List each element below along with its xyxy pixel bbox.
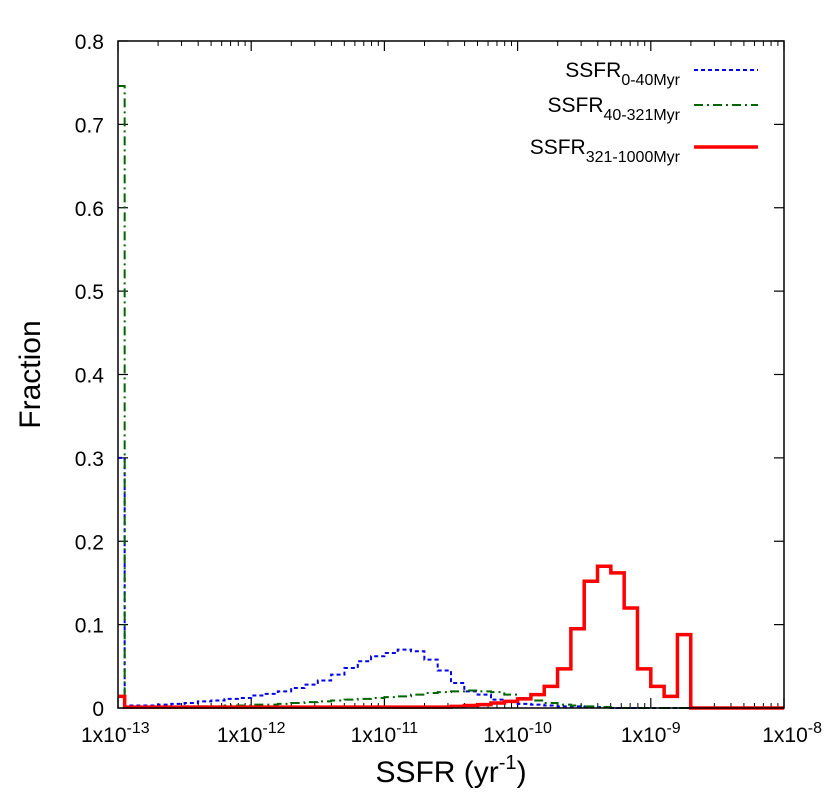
- x-tick-label-base: 1x10: [483, 724, 529, 747]
- legend-name: SSFR: [530, 136, 586, 159]
- y-tick-label: 0.7: [75, 114, 104, 137]
- x-tick-label-base: 1x10: [351, 724, 397, 747]
- y-tick-label: 0.1: [75, 615, 104, 638]
- y-tick-label: 0: [92, 698, 104, 721]
- x-tick-label: 1x10-10: [483, 720, 552, 747]
- x-tick-label-exp: -10: [529, 720, 552, 737]
- plot-frame: [117, 40, 785, 709]
- y-tick-label: 0.5: [75, 281, 104, 304]
- x-tick-label: 1x10-8: [762, 720, 822, 747]
- x-tick-label-exp: -13: [127, 720, 150, 737]
- x-tick-label-exp: -12: [262, 720, 285, 737]
- y-tick-labels: 0 0.1 0.2 0.3 0.4 0.5 0.6 0.7 0.8: [75, 31, 105, 721]
- legend-subscript: 321-1000Myr: [586, 149, 681, 166]
- ssfr-0-40-series-line: [118, 456, 784, 709]
- x-tick-label: 1x10-9: [621, 720, 681, 747]
- x-tick-labels: 1x10-13 1x10-12 1x10-11 1x10-10 1x10-9 1x10-8: [81, 720, 822, 747]
- x-tick-label: 1x10-12: [217, 720, 286, 747]
- x-tick-label: 1x10-13: [81, 720, 150, 747]
- y-tick-label: 0.2: [75, 531, 104, 554]
- x-tick-label-exp: -9: [666, 720, 680, 737]
- x-tick-label: 1x10-11: [351, 720, 419, 747]
- ssfr-321-1000-series-line: [118, 564, 784, 710]
- x-tick-label-base: 1x10: [621, 724, 667, 747]
- legend-name: SSFR: [565, 59, 621, 82]
- x-tick-label-base: 1x10: [762, 724, 808, 747]
- x-tick-label-base: 1x10: [217, 724, 263, 747]
- axis-ticks: [117, 40, 785, 709]
- legend-label-ssfr-0-40: SSFR0-40Myr: [565, 59, 680, 89]
- legend-subscript: 40-321Myr: [604, 107, 681, 124]
- y-tick-label: 0.4: [75, 365, 105, 388]
- y-tick-label: 0.3: [75, 448, 104, 471]
- ssfr-40-321-series-line: [118, 85, 784, 709]
- y-tick-label: 0.8: [75, 31, 104, 54]
- legend-subscript: 0-40Myr: [621, 72, 680, 89]
- legend-label-ssfr-321-1000: SSFR321-1000Myr: [530, 136, 681, 166]
- series-group: [118, 85, 784, 710]
- legend-name: SSFR: [548, 94, 604, 117]
- x-axis-title: SSFR (yr-1): [375, 752, 526, 789]
- x-tick-label-base: 1x10: [81, 724, 127, 747]
- x-axis-title-sup: -1: [499, 752, 517, 774]
- legend-label-ssfr-40-321: SSFR40-321Myr: [548, 94, 681, 124]
- x-tick-label-exp: -11: [396, 720, 418, 737]
- y-tick-label: 0.6: [75, 198, 104, 221]
- x-tick-label-exp: -8: [808, 720, 822, 737]
- y-axis-title: Fraction: [14, 320, 47, 428]
- x-axis-title-close: ): [517, 756, 527, 789]
- x-axis-title-main: SSFR (yr: [375, 756, 498, 789]
